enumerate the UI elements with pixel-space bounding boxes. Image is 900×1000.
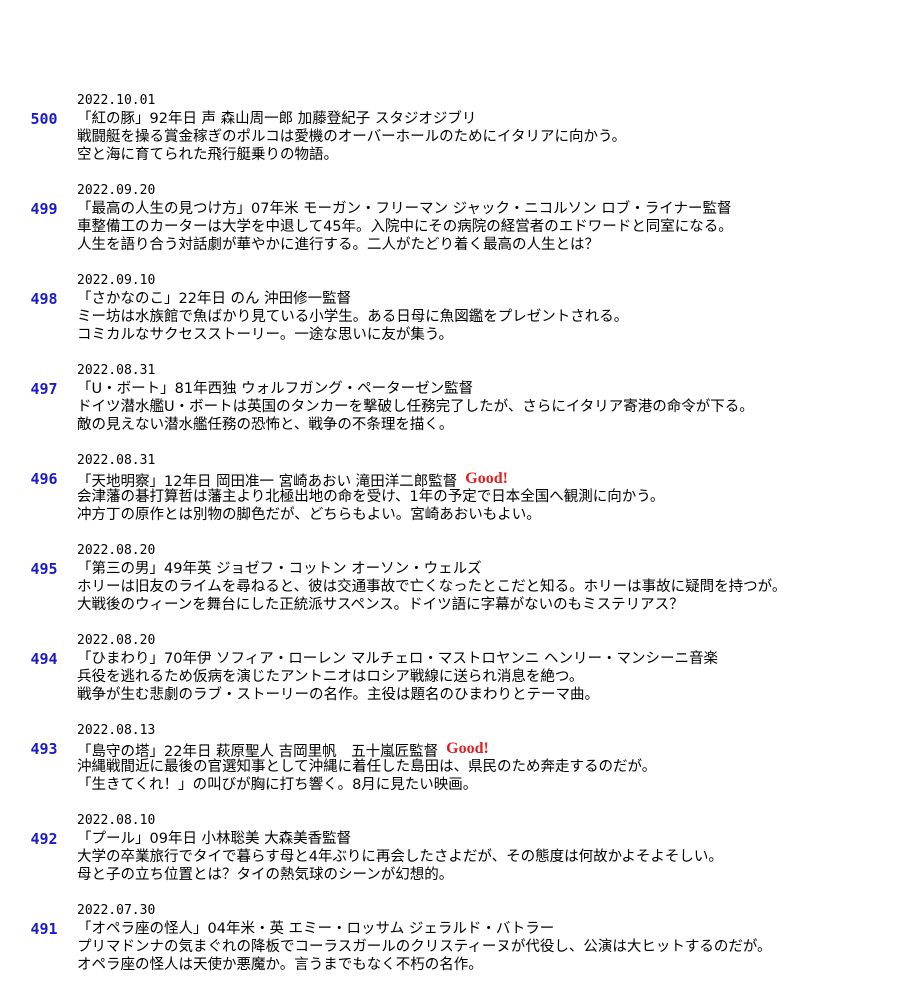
entry-date: 2022.08.20 (77, 633, 156, 648)
entry-number: 496 (30, 470, 58, 488)
entry-number: 497 (30, 380, 58, 398)
entry-number: 498 (30, 290, 58, 308)
entry-number: 500 (30, 110, 58, 128)
title-text: 「第三の男」49年英 ジョゼフ・コットン オーソン・ウェルズ (77, 561, 482, 577)
entry-description: 人生を語り合う対話劇が華やかに進行する。二人がたどり着く最高の人生とは？ (77, 237, 599, 253)
entry-description: 「生きてくれ！」の叫びが胸に打ち響く。8月に見たい映画。 (77, 777, 478, 793)
entry-description: 沖縄戦間近に最後の官選知事として沖縄に着任した島田は、県民のため奔走するのだが。 (77, 759, 657, 775)
entry-date: 2022.08.13 (77, 723, 156, 738)
title-text: 「紅の豚」92年日 声 森山周一郎 加藤登紀子 スタジオジブリ (77, 111, 477, 127)
entry-description: 大学の卒業旅行でタイで暮らす母と4年ぶりに再会したさよだが、その態度は何故かよそ… (77, 849, 723, 865)
entry-number: 492 (30, 830, 58, 848)
entry-number: 493 (30, 740, 58, 758)
entry-date: 2022.08.20 (77, 543, 156, 558)
entry-title: 「紅の豚」92年日 声 森山周一郎 加藤登紀子 スタジオジブリ (77, 110, 476, 128)
entry-description: 戦争が生む悲劇のラブ・ストーリーの名作。主役は題名のひまわりとテーマ曲。 (77, 687, 599, 703)
entry-title: 「さかなのこ」22年日 のん 沖田修一監督 (77, 290, 351, 308)
title-text: 「U・ボート」81年西独 ウォルフガング・ペーターゼン監督 (77, 381, 474, 397)
entry-title: 「U・ボート」81年西独 ウォルフガング・ペーターゼン監督 (77, 380, 473, 398)
title-text: 「オペラ座の怪人」04年米・英 エミー・ロッサム ジェラルド・バトラー (77, 921, 555, 937)
entry-title: 「プール」09年日 小林聡美 大森美香監督 (77, 830, 351, 848)
entry-date: 2022.08.31 (77, 453, 156, 468)
title-text: 「さかなのこ」22年日 のん 沖田修一監督 (77, 291, 352, 307)
title-text: 「プール」09年日 小林聡美 大森美香監督 (77, 831, 352, 847)
entry-description: 会津藩の碁打算哲は藩主より北極出地の命を受け、1年の予定で日本全国へ観測に向かう… (77, 489, 665, 505)
entry-number: 491 (30, 920, 58, 938)
good-badge: Good! (465, 470, 508, 487)
title-text: 「天地明察」12年日 岡田准一 宮崎あおい 滝田洋二郎監督 (77, 474, 458, 490)
entry-number: 494 (30, 650, 58, 668)
entry-description: 母と子の立ち位置とは？タイの熱気球のシーンが幻想的。 (77, 867, 454, 883)
entry-title: 「島守の塔」22年日 萩原聖人 吉岡里帆 五十嵐匠監督 Good! (77, 740, 489, 760)
entry-description: 兵役を逃れるため仮病を演じたアントニオはロシア戦線に送られ消息を絶つ。 (77, 669, 584, 685)
title-text: 「最高の人生の見つけ方」07年米 モーガン・フリーマン ジャック・ニコルソン ロ… (77, 201, 732, 217)
entry-number: 499 (30, 200, 58, 218)
entry-date: 2022.09.20 (77, 183, 156, 198)
entry-date: 2022.07.30 (77, 903, 156, 918)
entry-description: 戦闘艇を操る賞金稼ぎのポルコは愛機のオーバーホールのためにイタリアに向かう。 (77, 129, 627, 145)
entry-title: 「最高の人生の見つけ方」07年米 モーガン・フリーマン ジャック・ニコルソン ロ… (77, 200, 731, 218)
entry-number: 495 (30, 560, 58, 578)
good-badge: Good! (446, 740, 489, 757)
entry-description: プリマドンナの気まぐれの降板でコーラスガールのクリスティーヌが代役し、公演は大ヒ… (77, 939, 772, 955)
entry-description: 敵の見えない潜水艦任務の恐怖と、戦争の不条理を描く。 (77, 417, 454, 433)
entry-date: 2022.08.10 (77, 813, 156, 828)
entry-date: 2022.10.01 (77, 93, 156, 108)
entry-description: 空と海に育てられた飛行艇乗りの物語。 (77, 147, 338, 163)
entry-title: 「ひまわり」70年伊 ソフィア・ローレン マルチェロ・マストロヤンニ ヘンリー・… (77, 650, 718, 668)
entry-description: 車整備工のカーターは大学を中退して45年。入院中にその病院の経営者のエドワードと… (77, 219, 733, 235)
entry-description: コミカルなサクセスストーリー。一途な思いに友が集う。 (77, 327, 453, 343)
title-text: 「ひまわり」70年伊 ソフィア・ローレン マルチェロ・マストロヤンニ ヘンリー・… (77, 651, 718, 667)
entry-date: 2022.08.31 (77, 363, 156, 378)
entry-description: オペラ座の怪人は天使か悪魔か。言うまでもなく不朽の名作。 (77, 957, 483, 973)
title-text: 「島守の塔」22年日 萩原聖人 吉岡里帆 五十嵐匠監督 (77, 744, 439, 760)
entry-date: 2022.09.10 (77, 273, 156, 288)
entry-title: 「オペラ座の怪人」04年米・英 エミー・ロッサム ジェラルド・バトラー (77, 920, 554, 938)
entry-description: ミー坊は水族館で魚ばかり見ている小学生。ある日母に魚図鑑をプレゼントされる。 (77, 309, 629, 325)
entry-description: ドイツ潜水艦U・ボートは英国のタンカーを撃破し任務完了したが、さらにイタリア寄港… (77, 399, 754, 415)
entry-title: 「天地明察」12年日 岡田准一 宮崎あおい 滝田洋二郎監督 Good! (77, 470, 508, 490)
entry-description: 冲方丁の原作とは別物の脚色だが、どちらもよい。宮崎あおいもよい。 (77, 507, 541, 523)
entry-title: 「第三の男」49年英 ジョゼフ・コットン オーソン・ウェルズ (77, 560, 482, 578)
entry-description: ホリーは旧友のライムを尋ねると、彼は交通事故で亡くなったとこだと知る。ホリーは事… (77, 579, 787, 595)
entry-description: 大戦後のウィーンを舞台にした正統派サスペンス。ドイツ語に字幕がないのもミステリア… (77, 597, 684, 613)
